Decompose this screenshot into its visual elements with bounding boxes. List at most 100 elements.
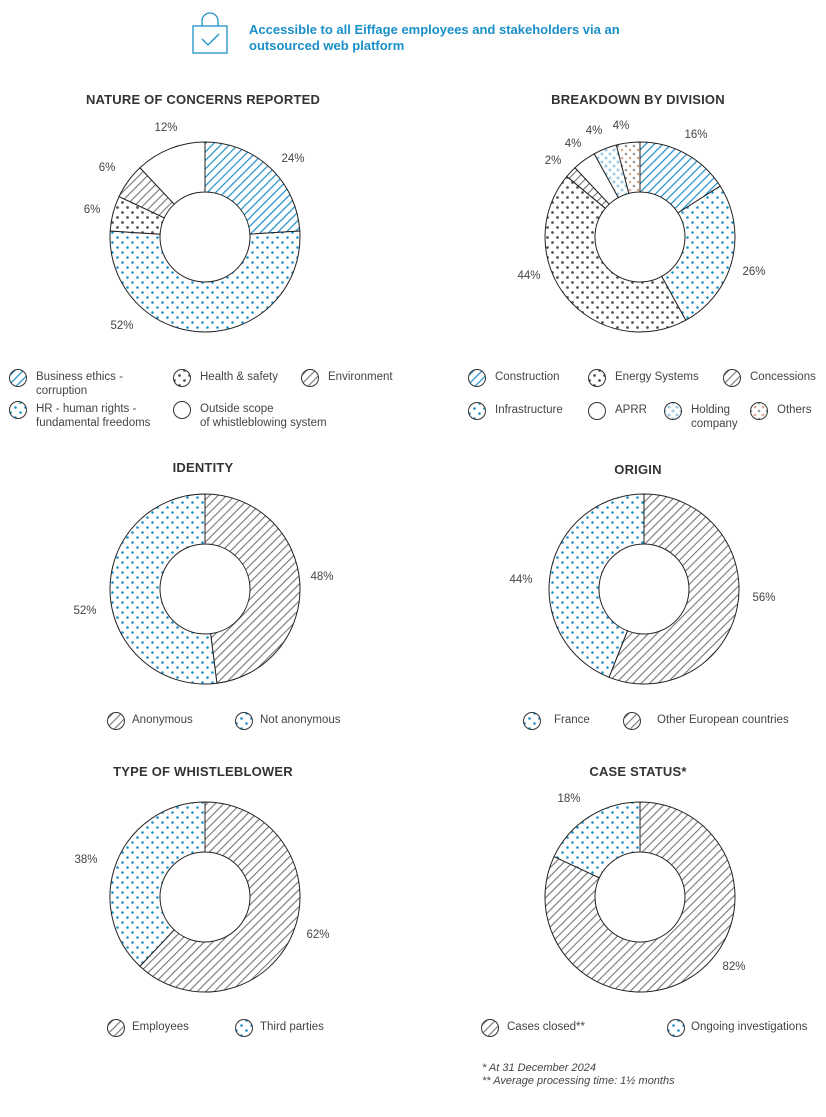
slice-ongoing-investigations <box>553 801 641 879</box>
legend-label-line: corruption <box>36 385 88 397</box>
legend-label-line: Ongoing investigations <box>691 1021 808 1033</box>
data-label: 18% <box>557 793 580 805</box>
legend-label-line: Health & safety <box>200 371 278 383</box>
legend-label-line: Environment <box>328 371 393 383</box>
legend-label: Outside scope of whistleblowing system <box>200 402 327 430</box>
chart-title-division: BREAKDOWN BY DIVISION <box>551 92 725 107</box>
legend-label: Construction <box>495 370 560 384</box>
legend-swatch-icon <box>173 401 191 419</box>
slice-employees <box>139 801 301 993</box>
legend-label-line: Construction <box>495 371 560 383</box>
data-label: 52% <box>110 320 133 332</box>
chart-title-whistleblower: TYPE OF WHISTLEBLOWER <box>113 764 293 779</box>
legend-swatch-icon <box>588 402 606 420</box>
slice-other-european-countries <box>608 493 740 685</box>
slice-third-parties <box>109 801 206 967</box>
legend-swatch-icon <box>623 712 641 730</box>
banner-text: Accessible to all Eiffage employees and … <box>249 22 620 53</box>
legend-label: HR - human rights - fundamental freedoms <box>36 402 150 430</box>
legend-swatch-icon <box>664 402 682 420</box>
legend-swatch-icon <box>173 369 191 387</box>
legend-label: Ongoing investigations <box>691 1020 807 1034</box>
legend-swatch-icon <box>523 712 541 730</box>
legend-swatch-icon <box>235 712 253 730</box>
legend-label: Others <box>777 403 812 417</box>
legend-label-line: fundamental freedoms <box>36 417 151 429</box>
data-label: 16% <box>684 129 707 141</box>
legend-label: Not anonymous <box>260 713 341 727</box>
legend-swatch-icon <box>667 1019 685 1037</box>
legend-label-line: Cases closed** <box>507 1021 585 1033</box>
banner: Accessible to all Eiffage employees and … <box>190 10 710 60</box>
data-label: 24% <box>281 153 304 165</box>
legend-label-line: of whistleblowing system <box>200 417 327 429</box>
legend-label: APRR <box>615 403 647 417</box>
legend-swatch-icon <box>723 369 741 387</box>
legend-label-line: Energy Systems <box>615 371 699 383</box>
data-label: 6% <box>84 204 101 216</box>
chart-title-case-status: CASE STATUS* <box>589 764 687 779</box>
slice-cases-closed <box>544 801 736 993</box>
data-label: 56% <box>752 592 775 604</box>
legend-swatch-icon <box>9 369 27 387</box>
legend-label-line: APRR <box>615 404 647 416</box>
data-label: 4% <box>613 120 630 132</box>
legend-swatch-icon <box>301 369 319 387</box>
data-label: 4% <box>586 125 603 137</box>
footnote-date: * At 31 December 2024 <box>482 1062 596 1074</box>
bag-check-icon <box>192 12 228 54</box>
slice-not-anonymous <box>109 493 218 685</box>
legend-label-line: company <box>691 418 738 430</box>
legend-label-line: Employees <box>132 1021 189 1033</box>
legend-label: Other European countries <box>657 713 789 727</box>
slice-anonymous <box>204 493 301 684</box>
data-label: 38% <box>74 854 97 866</box>
slice-outside-scope-of-whistleblowing-system <box>139 141 206 205</box>
data-label: 48% <box>310 571 333 583</box>
slice-business-ethics-corruption <box>204 141 301 235</box>
chart-title-identity: IDENTITY <box>172 460 234 475</box>
legend-label-line: Infrastructure <box>495 404 563 416</box>
legend-label-line: Others <box>777 404 812 416</box>
legend-label-line: Holding <box>691 404 730 416</box>
legend-label: Third parties <box>260 1020 324 1034</box>
legend-label-line: HR - human rights - <box>36 403 137 415</box>
data-label: 12% <box>154 122 177 134</box>
legend-label: Energy Systems <box>615 370 699 384</box>
slice-infrastructure <box>661 185 736 321</box>
data-label: 26% <box>742 266 765 278</box>
data-label: 44% <box>517 270 540 282</box>
data-label: 52% <box>73 605 96 617</box>
legend-swatch-icon <box>468 402 486 420</box>
legend-label-line: Third parties <box>260 1021 324 1033</box>
legend-label-line: Anonymous <box>132 714 193 726</box>
legend-swatch-icon <box>588 369 606 387</box>
legend-label: Holding company <box>691 403 738 431</box>
legend-label-line: Concessions <box>750 371 816 383</box>
footnote-processing-time: ** Average processing time: 1½ months <box>482 1075 675 1087</box>
legend-swatch-icon <box>468 369 486 387</box>
data-label: 6% <box>99 162 116 174</box>
data-label: 82% <box>722 961 745 973</box>
legend-label: Environment <box>328 370 393 384</box>
legend-swatch-icon <box>750 402 768 420</box>
legend-label: Cases closed** <box>507 1020 585 1034</box>
slice-france <box>548 493 645 678</box>
data-label: 62% <box>306 929 329 941</box>
data-label: 44% <box>509 574 532 586</box>
legend-label: Concessions <box>750 370 816 384</box>
legend-label: Anonymous <box>132 713 193 727</box>
legend-swatch-icon <box>481 1019 499 1037</box>
legend-label: Business ethics - corruption <box>36 370 123 398</box>
legend-label-line: Not anonymous <box>260 714 341 726</box>
data-label: 2% <box>545 155 562 167</box>
chart-title-concerns: NATURE OF CONCERNS REPORTED <box>85 92 321 107</box>
footnotes: * At 31 December 2024 ** Average process… <box>482 1062 675 1088</box>
legend-label-line: France <box>554 714 590 726</box>
legend-label-line: Outside scope <box>200 403 274 415</box>
chart-title-origin: ORIGIN <box>614 462 662 477</box>
slice-others <box>615 141 641 195</box>
legend-label: Health & safety <box>200 370 278 384</box>
legend-label-line: Business ethics - <box>36 371 123 383</box>
